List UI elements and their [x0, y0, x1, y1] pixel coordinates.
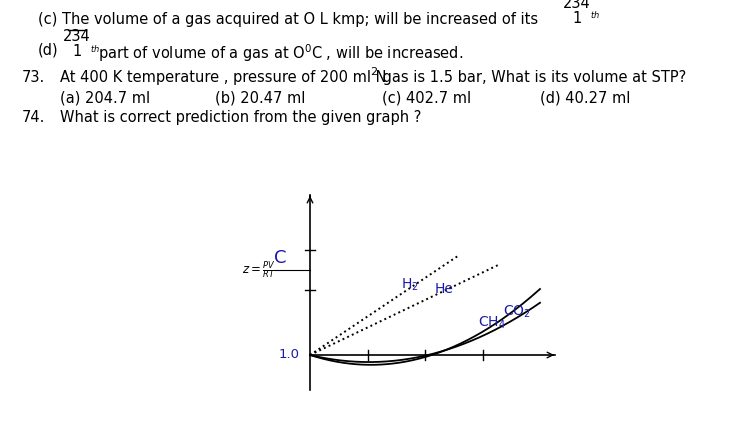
Text: part of volume of a gas at O$^0$C , will be increased.: part of volume of a gas at O$^0$C , will… [98, 42, 463, 64]
Text: (d): (d) [38, 42, 59, 57]
Text: (a) 204.7 ml: (a) 204.7 ml [60, 90, 150, 105]
Text: What is correct prediction from the given graph ?: What is correct prediction from the give… [60, 110, 421, 125]
Text: At 400 K temperature , pressure of 200 ml N: At 400 K temperature , pressure of 200 m… [60, 70, 387, 85]
Text: (c) The volume of a gas acquired at O L kmp; will be increased of its: (c) The volume of a gas acquired at O L … [38, 12, 538, 27]
Text: CH$_4$: CH$_4$ [478, 314, 505, 331]
Text: CO$_2$: CO$_2$ [503, 303, 531, 320]
Text: $^{th}$: $^{th}$ [90, 46, 100, 59]
Text: C: C [274, 249, 286, 267]
Text: 234: 234 [563, 0, 591, 11]
Text: (d) 40.27 ml: (d) 40.27 ml [540, 90, 631, 105]
Text: $^{th}$: $^{th}$ [590, 12, 600, 25]
Text: He: He [435, 282, 453, 296]
Text: 1: 1 [572, 11, 582, 26]
Text: gas is 1.5 bar, What is its volume at STP?: gas is 1.5 bar, What is its volume at ST… [378, 70, 686, 85]
Text: 73.: 73. [22, 70, 45, 85]
Text: H$_2$: H$_2$ [401, 276, 419, 293]
Text: (c) 402.7 ml: (c) 402.7 ml [382, 90, 471, 105]
Text: 2: 2 [370, 67, 377, 77]
Text: (b) 20.47 ml: (b) 20.47 ml [215, 90, 306, 105]
Text: 1: 1 [73, 44, 82, 59]
Text: 1.0: 1.0 [279, 348, 300, 360]
Text: $z = \frac{PV}{RT}$: $z = \frac{PV}{RT}$ [242, 259, 276, 281]
Text: 234: 234 [63, 29, 91, 44]
Text: 74.: 74. [22, 110, 45, 125]
